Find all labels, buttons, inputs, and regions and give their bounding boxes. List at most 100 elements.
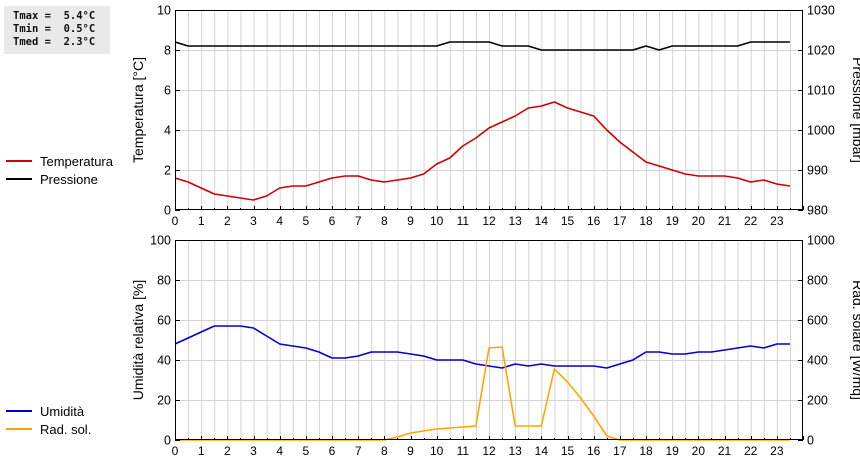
legend-label-umidita: Umidità <box>40 403 85 419</box>
stat-tmed: Tmed = 2.3°C <box>13 36 96 48</box>
bottom-y-right-tick-label: 1000 <box>807 234 835 248</box>
bottom-x-tick-label: 6 <box>329 444 336 458</box>
stat-tmin: Tmin = 0.5°C <box>13 23 96 35</box>
top-ylabel-right: Pressione [mbar] <box>850 57 860 163</box>
top-ylabel: Temperatura [°C] <box>130 57 146 163</box>
top-x-tick-label: 21 <box>718 214 732 228</box>
bottom-y-tick-label: 40 <box>157 354 171 368</box>
bottom-x-tick-label: 11 <box>457 444 470 458</box>
chart-humidity-radiation: 0 1 2 3 4 5 6 7 8 9 10 11 12 13 14 15 16 17 18 19 20 21 22 2302… <box>130 234 860 459</box>
bottom-y-tick-label: 0 <box>164 434 171 448</box>
top-series-temperatura <box>174 101 791 201</box>
bottom-x-tick-label: 21 <box>718 444 732 458</box>
top-x-tick-label: 18 <box>639 214 653 228</box>
top-x-tick-label: 6 <box>329 214 336 228</box>
top-y-right-tick-label: 1030 <box>807 4 835 18</box>
top-y-right-tick-label: 990 <box>807 164 828 178</box>
legend-label-pressione: Pressione <box>40 171 98 187</box>
bottom-y-tick-label: 60 <box>157 314 171 328</box>
top-y-tick-label: 4 <box>164 124 171 138</box>
legend-top: Temperatura Pressione <box>6 152 113 188</box>
stat-tmax: Tmax = 5.4°C <box>13 10 96 22</box>
legend-item-rad-sol: Rad. sol. <box>6 420 91 438</box>
top-x-tick-label: 8 <box>381 214 388 228</box>
top-x-tick-label: 13 <box>508 214 522 228</box>
bottom-y-tick-label: 80 <box>157 274 171 288</box>
top-y-right-tick-label: 980 <box>807 204 828 218</box>
bottom-x-tick-label: 19 <box>665 444 679 458</box>
legend-label-rad-sol: Rad. sol. <box>40 421 92 437</box>
bottom-series-umidit <box>174 325 790 369</box>
bottom-x-tick-label: 4 <box>276 444 283 458</box>
bottom-x-tick-label: 7 <box>355 444 362 458</box>
legend-swatch-temperatura <box>6 160 32 162</box>
top-y-right-tick-label: 1000 <box>807 124 835 138</box>
legend-swatch-pressione <box>6 178 32 180</box>
bottom-y-right-tick-label: 400 <box>807 354 828 368</box>
bottom-y-tick-label: 20 <box>157 394 171 408</box>
bottom-x-tick-label: 23 <box>770 444 784 458</box>
bottom-y-tick-label: 100 <box>150 234 171 248</box>
bottom-x-tick-label: 1 <box>198 444 205 458</box>
top-x-tick-label: 2 <box>224 214 231 228</box>
bottom-x-tick-label: 2 <box>224 444 231 458</box>
legend-label-temperatura: Temperatura <box>40 153 113 169</box>
top-x-tick-label: 22 <box>744 214 758 228</box>
bottom-x-tick-label: 8 <box>381 444 388 458</box>
legend-swatch-rad-sol <box>6 428 32 430</box>
top-x-tick-label: 23 <box>770 214 784 228</box>
bottom-x-tick-label: 13 <box>508 444 522 458</box>
top-x-tick-label: 12 <box>482 214 496 228</box>
top-x-tick-label: 19 <box>665 214 679 228</box>
top-x-tick-label: 14 <box>535 214 549 228</box>
bottom-x-tick-label: 0 <box>172 444 179 458</box>
top-x-tick-label: 17 <box>613 214 627 228</box>
top-x-tick-label: 10 <box>430 214 444 228</box>
top-x-tick-label: 4 <box>276 214 283 228</box>
legend-bottom: Umidità Rad. sol. <box>6 402 91 438</box>
bottom-x-tick-label: 20 <box>692 444 706 458</box>
bottom-ylabel-right: Rad. solare [W/mq] <box>850 280 860 400</box>
top-x-tick-label: 1 <box>198 214 205 228</box>
bottom-x-tick-label: 16 <box>587 444 601 458</box>
top-y-tick-label: 6 <box>164 84 171 98</box>
top-x-tick-label: 9 <box>407 214 414 228</box>
bottom-x-tick-label: 9 <box>407 444 414 458</box>
top-x-tick-label: 16 <box>587 214 601 228</box>
top-x-tick-label: 20 <box>692 214 706 228</box>
legend-item-umidita: Umidità <box>6 402 91 420</box>
top-x-tick-label: 11 <box>457 214 470 228</box>
bottom-y-right-tick-label: 200 <box>807 394 828 408</box>
bottom-x-tick-label: 10 <box>430 444 444 458</box>
bottom-x-tick-label: 18 <box>639 444 653 458</box>
bottom-y-right-tick-label: 800 <box>807 274 828 288</box>
top-y-tick-label: 0 <box>164 204 171 218</box>
legend-item-temperatura: Temperatura <box>6 152 113 170</box>
top-y-tick-label: 2 <box>164 164 171 178</box>
top-x-tick-label: 7 <box>355 214 362 228</box>
bottom-x-tick-label: 14 <box>535 444 549 458</box>
top-x-tick-label: 15 <box>561 214 575 228</box>
chart-temperature-pressure: 0 1 2 3 4 5 6 7 8 9 10 11 12 13 14 15 16 17 18 19 20 21 22 2302… <box>130 4 860 229</box>
bottom-ylabel: Umidità relativa [%] <box>130 280 146 401</box>
bottom-x-tick-label: 22 <box>744 444 758 458</box>
top-y-tick-label: 10 <box>157 4 171 18</box>
bottom-x-tick-label: 3 <box>250 444 257 458</box>
bottom-x-tick-label: 5 <box>302 444 309 458</box>
legend-swatch-umidita <box>6 410 32 412</box>
stats-box: Tmax = 5.4°C Tmin = 0.5°C Tmed = 2.3°C <box>4 6 110 54</box>
bottom-x-tick-label: 17 <box>613 444 627 458</box>
bottom-y-right-tick-label: 600 <box>807 314 828 328</box>
bottom-y-right-tick-label: 0 <box>807 434 814 448</box>
bottom-x-tick-label: 12 <box>482 444 496 458</box>
top-series-pressione <box>174 41 790 51</box>
bottom-x-tick-label: 15 <box>561 444 575 458</box>
legend-item-pressione: Pressione <box>6 170 113 188</box>
top-y-right-tick-label: 1010 <box>807 84 835 98</box>
top-y-right-tick-label: 1020 <box>807 44 835 58</box>
top-x-tick-label: 0 <box>172 214 179 228</box>
top-x-tick-label: 5 <box>302 214 309 228</box>
top-x-tick-label: 3 <box>250 214 257 228</box>
top-y-tick-label: 8 <box>164 44 171 58</box>
